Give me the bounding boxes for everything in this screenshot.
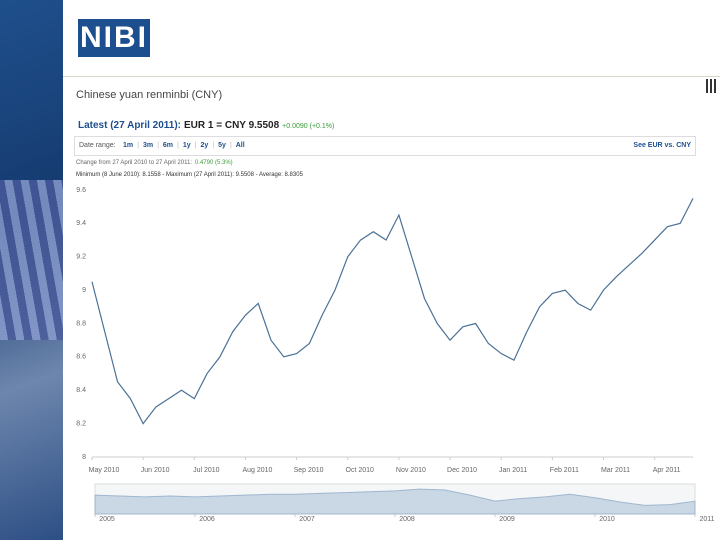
latest: Latest (27 April 2011): EUR 1 = CNY 9.550…	[78, 120, 334, 131]
y-tick-label: 9.2	[76, 254, 86, 261]
y-tick-label: 8.4	[76, 387, 86, 394]
y-tick-label: 8.8	[76, 320, 86, 327]
x-tick-label: Mar 2011	[601, 467, 630, 474]
range-link[interactable]: 3m	[142, 142, 154, 149]
x-tick-label: 2010	[599, 516, 615, 523]
y-tick-label: 8	[82, 454, 86, 461]
x-tick-label: Oct 2010	[346, 467, 375, 474]
range-bar: Date range: 1m | 3m | 6m | 1y | 2y | 5y | All See EU…	[74, 136, 696, 156]
range-link[interactable]: 5y	[218, 142, 226, 149]
x-tick-label: Sep 2010	[294, 467, 324, 474]
latest-rate: EUR 1 = CNY 9.5508	[184, 120, 280, 131]
page-title: Chinese yuan renminbi (CNY)	[76, 89, 223, 101]
range-link[interactable]: 1y	[182, 142, 191, 149]
latest-label: Latest (27 April 2011):	[78, 120, 182, 131]
y-tick-label: 8.6	[76, 354, 86, 361]
minmax: Minimum (8 June 2010): 8.1558 - Maximum …	[76, 172, 303, 178]
change: Change from 27 April 2010 to 27 April 20…	[76, 160, 233, 166]
rate-line	[91, 198, 694, 425]
range-links: 1m | 3m | 6m | 1y | 2y | 5y | All	[123, 142, 245, 149]
latest-change: +0.0090 (+0.1%)	[282, 123, 335, 130]
side-image	[0, 0, 63, 540]
logo: NIBI	[78, 19, 150, 57]
y-tick-label: 8.2	[76, 420, 86, 427]
y-tick-label: 9.6	[76, 187, 86, 194]
x-tick-label: 2006	[199, 516, 215, 523]
x-tick-label: Aug 2010	[242, 467, 272, 474]
change-value: 0.4790 (5.3%)	[194, 160, 233, 166]
x-tick-label: Apr 2011	[653, 467, 681, 474]
range-link[interactable]: All	[235, 142, 245, 149]
divider	[63, 76, 720, 77]
x-tick-label: 2009	[499, 516, 515, 523]
x-tick-label: 2007	[299, 516, 315, 523]
x-tick-label: Feb 2011	[550, 467, 579, 474]
x-tick-label: 2008	[399, 516, 415, 523]
compare-link[interactable]: See EUR vs. CNY	[633, 142, 691, 149]
y-tick-label: 9	[82, 287, 86, 294]
decoration	[0, 180, 63, 340]
x-tick-label: Jun 2010	[141, 467, 170, 474]
range-link[interactable]: 2y	[200, 142, 209, 149]
change-line: Change from 27 April 2010 to 27 April 20…	[76, 160, 192, 166]
x-tick-label: Dec 2010	[447, 467, 477, 474]
x-tick-label: 2011	[699, 516, 714, 523]
range-link[interactable]: 1m	[123, 142, 134, 149]
x-tick-label: Jul 2010	[193, 467, 220, 474]
qr-icon	[706, 79, 718, 93]
x-tick-label: 2005	[99, 516, 115, 523]
range-label: Date range:	[79, 142, 116, 149]
y-tick-label: 9.4	[76, 220, 86, 227]
x-tick-label: May 2010	[89, 467, 120, 474]
range-link[interactable]: 6m	[162, 142, 174, 149]
x-tick-label: Nov 2010	[396, 467, 426, 474]
x-tick-label: Jan 2011	[499, 467, 527, 474]
navigator-area	[94, 488, 696, 515]
